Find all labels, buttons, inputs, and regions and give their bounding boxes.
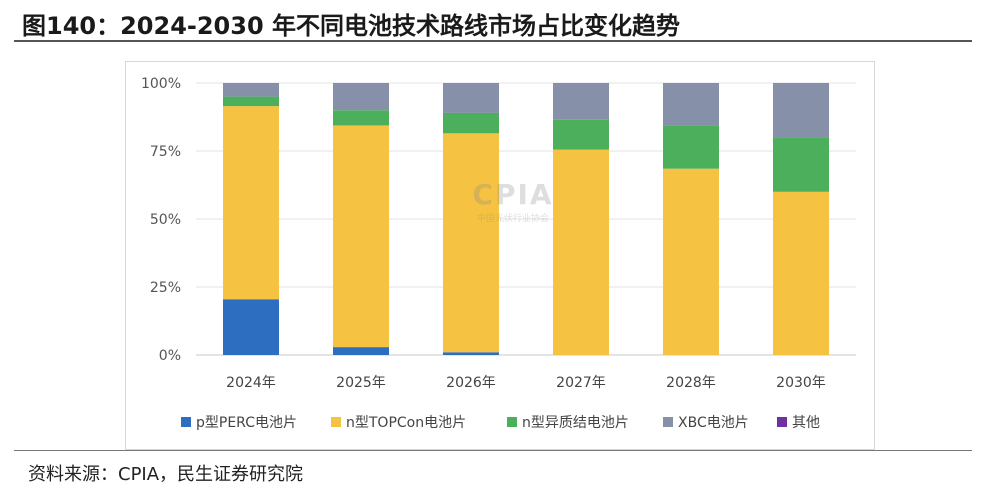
bar-segment — [773, 83, 829, 138]
grid-lines — [196, 82, 856, 356]
title-divider — [14, 40, 972, 42]
legend-swatch — [777, 417, 787, 427]
bar-segment — [443, 83, 499, 113]
bar-stacks — [223, 83, 829, 355]
cpia-watermark: CPIA 中国光伏行业协会 — [448, 178, 578, 224]
bar-segment — [223, 96, 279, 107]
bar-segment — [223, 299, 279, 355]
legend-label: 其他 — [792, 415, 820, 431]
y-axis-tick-labels: 0% 25% 50% 75% 100% — [141, 76, 181, 364]
legend-label: p型PERC电池片 — [196, 415, 297, 431]
bar-segment — [223, 106, 279, 300]
watermark-logo: CPIA — [472, 178, 554, 211]
x-tick-label: 2024年 — [226, 375, 276, 391]
bar-segment — [333, 125, 389, 348]
watermark-subtitle: 中国光伏行业协会 — [476, 214, 549, 224]
bar-segment — [443, 352, 499, 355]
y-tick-label: 75% — [150, 144, 181, 160]
bar-segment — [333, 83, 389, 111]
bar-segment — [773, 137, 829, 192]
chart-legend: p型PERC电池片 n型TOPCon电池片 n型异质结电池片 XBC电池片 其他 — [181, 415, 820, 431]
legend-swatch — [663, 417, 673, 427]
bar-segment — [223, 83, 279, 97]
bar-segment — [553, 83, 609, 120]
bar-segment — [773, 191, 829, 355]
figure-title: 图140：2024-2030 年不同电池技术路线市场占比变化趋势 — [22, 12, 681, 40]
x-tick-label: 2026年 — [446, 375, 496, 391]
bar-segment — [443, 112, 499, 134]
bar-segment — [443, 133, 499, 353]
legend-label: n型TOPCon电池片 — [346, 415, 466, 431]
bar-segment — [663, 83, 719, 126]
legend-label: XBC电池片 — [678, 415, 749, 431]
y-tick-label: 50% — [150, 212, 181, 228]
source-note: 资料来源：CPIA，民生证券研究院 — [28, 464, 304, 485]
y-tick-label: 25% — [150, 280, 181, 296]
x-tick-label: 2030年 — [776, 375, 826, 391]
legend-swatch — [507, 417, 517, 427]
x-tick-label: 2028年 — [666, 375, 716, 391]
bar-segment — [663, 125, 719, 169]
bar-segment — [333, 347, 389, 355]
bar-segment — [333, 110, 389, 126]
x-tick-label: 2025年 — [336, 375, 386, 391]
legend-label: n型异质结电池片 — [522, 415, 629, 431]
bar-segment — [553, 149, 609, 355]
source-divider — [14, 450, 972, 451]
y-tick-label: 100% — [141, 76, 181, 92]
bar-segment — [663, 168, 719, 355]
x-axis-tick-labels: 2024年 2025年 2026年 2027年 2028年 2030年 — [226, 375, 826, 391]
bar-segment — [553, 119, 609, 150]
legend-swatch — [331, 417, 341, 427]
x-tick-label: 2027年 — [556, 375, 606, 391]
legend-swatch — [181, 417, 191, 427]
y-tick-label: 0% — [159, 348, 181, 364]
